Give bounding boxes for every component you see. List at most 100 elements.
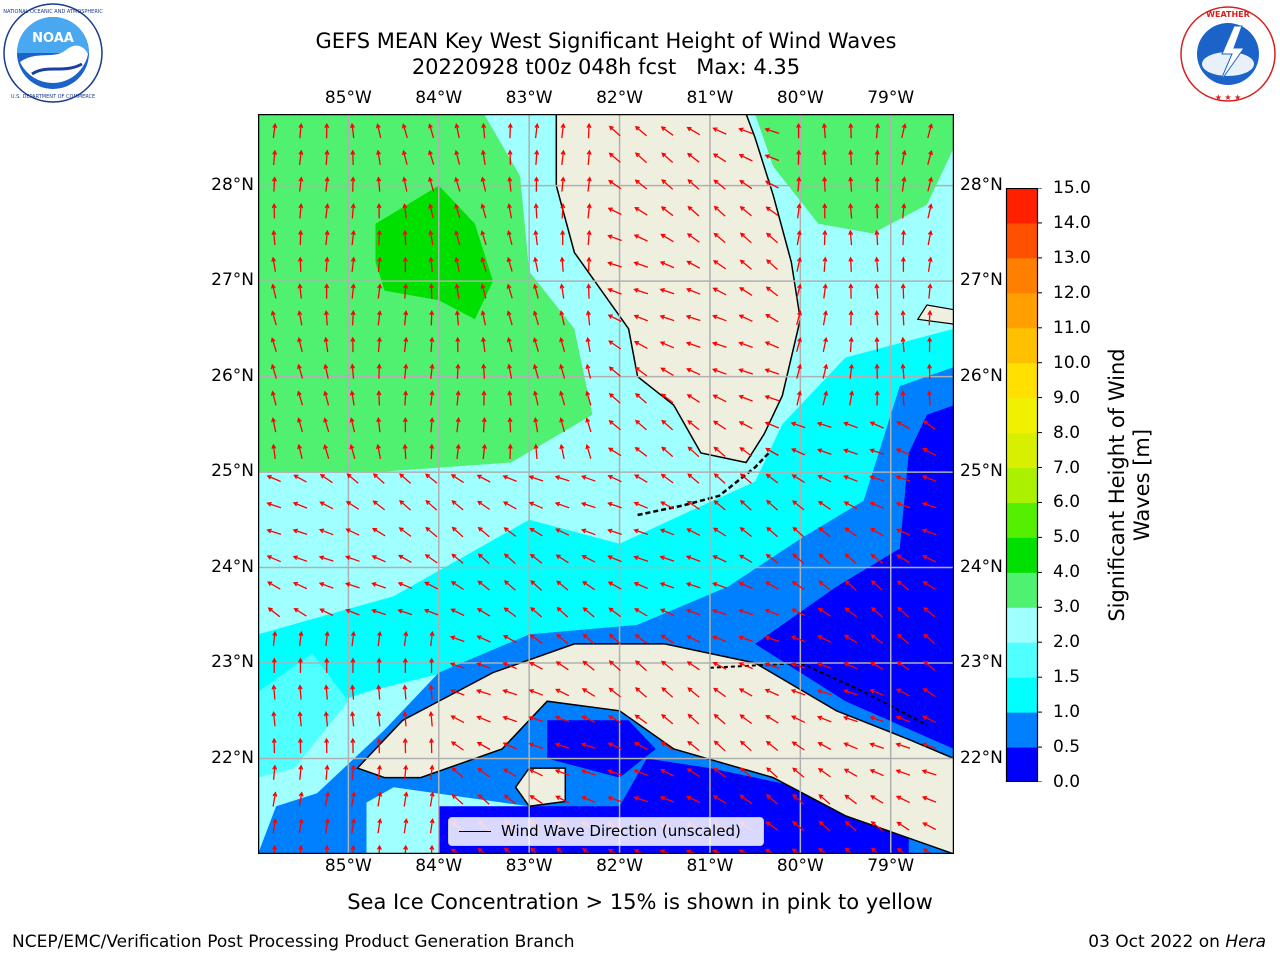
direction-arrow — [764, 662, 780, 669]
direction-arrow — [272, 791, 278, 807]
direction-arrow — [402, 203, 408, 219]
lat-label-right: 28°N — [960, 174, 1003, 195]
direction-arrow — [738, 154, 753, 162]
direction-arrow — [607, 528, 622, 536]
direction-arrow — [895, 742, 911, 749]
direction-arrow — [895, 769, 911, 776]
direction-arrow — [585, 363, 592, 379]
direction-arrow — [560, 203, 566, 219]
direction-arrow — [298, 122, 304, 139]
direction-arrow — [402, 229, 408, 246]
direction-arrow — [502, 635, 517, 644]
direction-arrow — [480, 230, 487, 245]
direction-arrow — [765, 286, 779, 297]
direction-arrow — [661, 179, 674, 190]
legend-line-symbol — [459, 831, 491, 832]
direction-arrow — [687, 740, 700, 752]
direction-arrow — [454, 256, 460, 272]
direction-arrow — [349, 390, 355, 406]
direction-arrow — [844, 527, 858, 537]
direction-arrow — [554, 742, 570, 749]
direction-arrow — [529, 661, 543, 670]
direction-arrow — [267, 607, 281, 618]
direction-arrow — [476, 689, 491, 696]
direction-arrow — [403, 310, 409, 326]
direction-arrow — [270, 390, 277, 406]
direction-arrow — [633, 769, 649, 777]
direction-arrow — [377, 791, 383, 807]
direction-arrow — [874, 256, 880, 272]
direction-arrow — [848, 283, 854, 299]
direction-arrow — [660, 473, 674, 484]
direction-arrow — [476, 662, 491, 669]
direction-arrow — [401, 149, 408, 165]
direction-arrow — [848, 149, 854, 165]
direction-arrow — [477, 500, 491, 511]
direction-arrow — [633, 234, 648, 242]
direction-arrow — [397, 608, 413, 616]
direction-arrow — [272, 149, 278, 165]
direction-arrow — [555, 688, 570, 697]
direction-arrow — [633, 581, 648, 590]
direction-arrow — [634, 366, 648, 377]
direction-arrow — [921, 528, 937, 536]
colorbar-tick-label: 0.5 — [1053, 737, 1081, 758]
direction-arrow — [922, 581, 936, 591]
direction-arrow — [345, 555, 360, 562]
lon-label-bottom: 82°W — [596, 856, 644, 876]
direction-arrow — [506, 229, 513, 246]
direction-arrow — [324, 229, 330, 246]
direction-arrow — [323, 390, 330, 406]
direction-arrow — [870, 554, 884, 564]
direction-arrow — [297, 443, 303, 459]
direction-arrow — [534, 149, 540, 165]
direction-arrow — [507, 149, 513, 165]
colorbar-tick-label: 3.0 — [1053, 597, 1081, 618]
direction-arrow — [428, 711, 434, 727]
direction-arrow — [848, 336, 854, 353]
colorbar-segment — [1006, 572, 1038, 608]
colorbar-segment — [1006, 222, 1038, 259]
direction-arrow — [319, 608, 334, 617]
direction-arrow — [870, 821, 884, 832]
direction-arrow — [848, 256, 854, 272]
direction-arrow — [848, 203, 854, 219]
direction-arrow — [713, 767, 726, 778]
direction-arrow — [323, 444, 330, 459]
direction-arrow — [271, 417, 277, 433]
direction-arrow — [791, 474, 805, 483]
direction-arrow — [297, 363, 304, 379]
direction-arrow — [739, 794, 753, 805]
direction-arrow — [816, 448, 832, 456]
direction-arrow — [350, 256, 356, 272]
direction-arrow — [506, 310, 513, 326]
direction-arrow — [455, 443, 461, 460]
direction-arrow — [528, 501, 544, 509]
colorbar-segment — [1006, 537, 1038, 573]
direction-arrow — [608, 152, 621, 163]
direction-arrow — [267, 581, 281, 590]
direction-arrow — [560, 176, 566, 192]
colorbar-tick-label: 9.0 — [1053, 387, 1081, 408]
cuba-land — [356, 643, 954, 854]
direction-arrow — [869, 661, 884, 670]
direction-arrow — [874, 149, 880, 165]
direction-arrow — [581, 715, 596, 723]
direction-arrow — [685, 314, 701, 322]
direction-arrow — [817, 500, 831, 510]
direction-arrow — [607, 715, 622, 724]
direction-arrow — [685, 287, 701, 295]
direction-arrow — [660, 660, 674, 671]
direction-arrow — [661, 714, 674, 725]
direction-arrow — [559, 283, 565, 299]
direction-arrow — [455, 363, 461, 379]
direction-arrow — [608, 420, 621, 431]
direction-arrow — [424, 581, 439, 590]
direction-arrow — [581, 580, 595, 591]
direction-arrow — [608, 687, 621, 698]
direction-arrow — [766, 526, 779, 538]
direction-arrow — [270, 337, 277, 352]
direction-arrow — [900, 336, 906, 353]
direction-arrow — [480, 336, 486, 353]
direction-arrow — [822, 283, 828, 299]
